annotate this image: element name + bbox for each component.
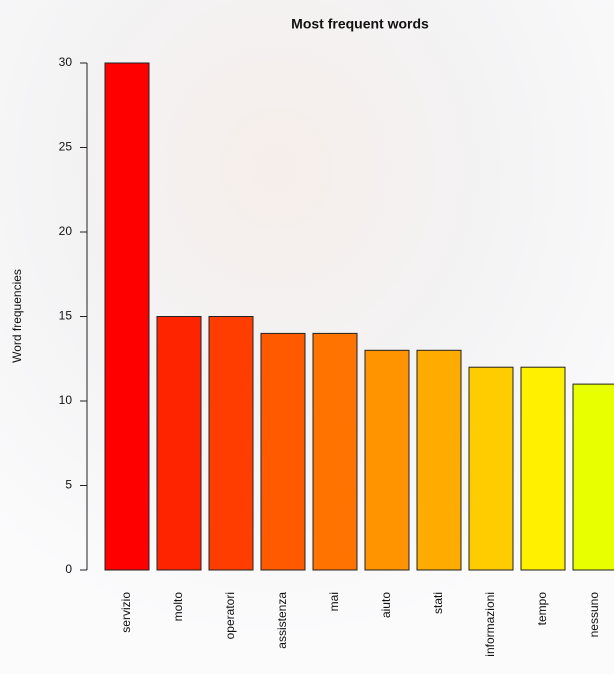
x-tick-label: molto xyxy=(171,592,185,622)
x-tick-label: operatori xyxy=(223,592,237,639)
bar xyxy=(260,332,306,571)
bar xyxy=(468,366,514,571)
y-axis-label: Word frequencies xyxy=(10,269,24,363)
y-tick-label: 25 xyxy=(59,140,73,154)
x-tick-label: servizio xyxy=(119,592,133,633)
bar xyxy=(312,332,358,571)
y-tick-label: 30 xyxy=(59,55,73,69)
x-tick-label: tempo xyxy=(535,592,549,626)
x-tick-label: aiuto xyxy=(379,592,393,618)
bar xyxy=(364,349,410,571)
y-tick-label: 5 xyxy=(65,478,72,492)
x-tick-label: nessuno xyxy=(587,592,601,638)
x-tick-label: mai xyxy=(327,592,341,611)
x-tick-label: stati xyxy=(431,592,445,614)
y-tick-label: 0 xyxy=(65,562,72,576)
chart-title: Most frequent words xyxy=(291,16,429,32)
y-tick-label: 10 xyxy=(59,393,73,407)
bar xyxy=(520,366,566,571)
y-tick-label: 20 xyxy=(59,224,73,238)
bar xyxy=(156,316,202,571)
bar xyxy=(416,349,462,571)
x-tick-label: informazioni xyxy=(483,592,497,657)
x-tick-label: assistenza xyxy=(275,592,289,649)
y-tick-label: 15 xyxy=(59,309,73,323)
bar xyxy=(572,383,614,571)
bar xyxy=(104,62,150,571)
bar xyxy=(208,316,254,571)
